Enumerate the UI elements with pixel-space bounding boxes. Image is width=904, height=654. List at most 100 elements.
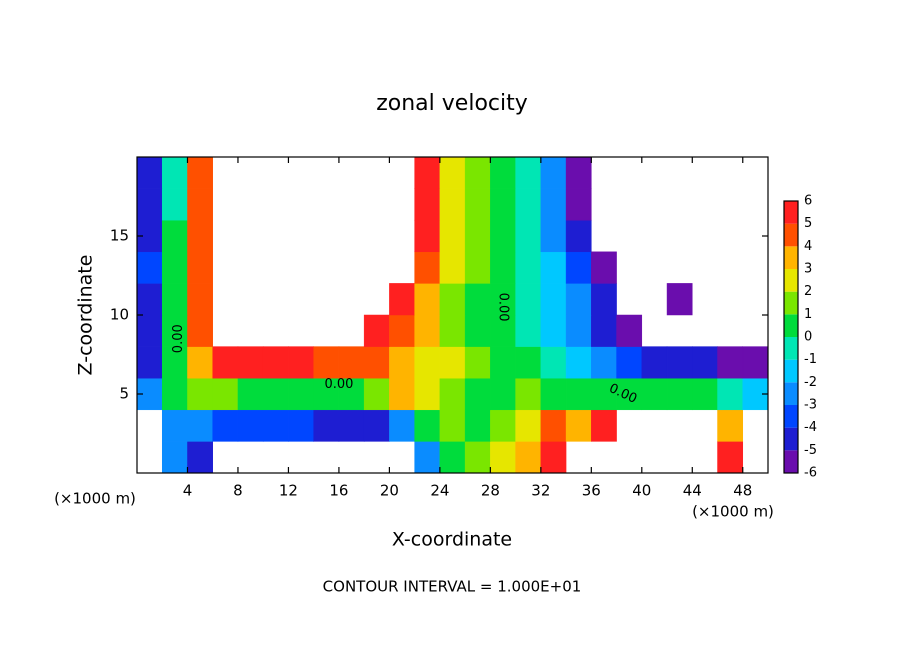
field-cell: [565, 219, 592, 253]
field-cell: [187, 377, 213, 411]
field-cell: [742, 346, 769, 379]
field-cell: [212, 377, 239, 411]
field-cell: [161, 283, 188, 316]
colorbar-label: 1: [804, 307, 812, 322]
field-cell: [591, 251, 617, 284]
field-cell: [490, 188, 516, 221]
field-cell: [389, 377, 415, 411]
colorbar-swatch: [784, 337, 798, 360]
field-cell: [616, 314, 643, 347]
field-cell: [414, 409, 441, 442]
field-cell: [439, 346, 466, 379]
field-cell: [591, 314, 617, 347]
field-cell: [717, 409, 744, 442]
field-cell: [363, 314, 390, 347]
field-cell: [490, 409, 516, 442]
field-cell: [616, 346, 643, 379]
colorbar-label: 2: [804, 284, 812, 299]
field-cell: [591, 409, 617, 442]
x-tick-label: 20: [380, 482, 399, 500]
colorbar-label: 0: [804, 330, 812, 345]
x-unit-left: (×1000 m): [54, 490, 136, 508]
field-cell: [414, 156, 441, 189]
x-tick-label: 44: [683, 482, 702, 500]
colorbar-label: -1: [804, 352, 817, 367]
field-cell: [439, 441, 466, 474]
field-cell: [591, 283, 617, 316]
field-cell: [237, 409, 264, 442]
field-cell: [464, 251, 491, 284]
field-cell: [414, 314, 441, 347]
field-cell: [540, 377, 567, 411]
field-cell: [136, 314, 163, 347]
field-cell: [565, 156, 592, 189]
colorbar-swatch: [784, 201, 798, 224]
field-cell: [313, 377, 340, 411]
field-cell: [414, 251, 441, 284]
field-cell: [490, 156, 516, 189]
field-cell: [515, 409, 542, 442]
field-cell: [565, 377, 592, 411]
field-cell: [161, 188, 188, 221]
field-cell: [464, 219, 491, 253]
field-cell: [464, 188, 491, 221]
field-cell: [136, 251, 163, 284]
field-cell: [414, 377, 441, 411]
field-cell: [136, 156, 163, 189]
field-cell: [439, 377, 466, 411]
x-tick-label: 48: [733, 482, 752, 500]
field-cell: [464, 283, 491, 316]
field-cell: [161, 219, 188, 253]
field-cell: [439, 188, 466, 221]
field-cell: [540, 409, 567, 442]
field-cell: [414, 219, 441, 253]
field-cell: [187, 251, 213, 284]
field-cell: [262, 346, 289, 379]
y-tick-label: 10: [110, 306, 129, 324]
colorbar-swatch: [784, 427, 798, 451]
field-cell: [187, 409, 213, 442]
field-cell: [692, 346, 718, 379]
field-cell: [666, 346, 693, 379]
field-cell: [237, 346, 264, 379]
field-cell: [389, 409, 415, 442]
field-cell: [692, 377, 718, 411]
x-tick-label: 36: [582, 482, 601, 500]
field-cell: [464, 156, 491, 189]
field-cell: [515, 314, 542, 347]
colorbar-label: -3: [804, 398, 817, 413]
field-cell: [515, 377, 542, 411]
field-cell: [641, 346, 668, 379]
y-tick-label: 5: [119, 385, 129, 403]
x-tick-label: 12: [279, 482, 298, 500]
field-cell: [490, 441, 516, 474]
field-cell: [439, 283, 466, 316]
field-cell: [439, 409, 466, 442]
x-tick-label: 4: [183, 482, 193, 500]
colorbar-label: 3: [804, 262, 812, 277]
field-cell: [161, 156, 188, 189]
field-cell: [363, 377, 390, 411]
field-cell: [161, 377, 188, 411]
field-cell: [515, 219, 542, 253]
field-cell: [540, 219, 567, 253]
colorbar-label: 6: [804, 194, 812, 209]
field-cell: [237, 377, 264, 411]
field-cell: [136, 283, 163, 316]
colorbar-swatch: [784, 405, 798, 428]
field-cell: [136, 188, 163, 221]
colorbar-label: 5: [804, 216, 812, 231]
field-cell: [515, 188, 542, 221]
x-unit-right: (×1000 m): [692, 503, 774, 521]
field-cell: [515, 156, 542, 189]
field-cell: [540, 156, 567, 189]
field-cell: [515, 283, 542, 316]
field-cell: [464, 377, 491, 411]
colorbar-label: -5: [804, 443, 817, 458]
field-cell: [439, 156, 466, 189]
colorbar-label: -4: [804, 420, 817, 435]
field-cell: [288, 346, 314, 379]
field-cell: [161, 314, 188, 347]
field-cell: [313, 409, 340, 442]
